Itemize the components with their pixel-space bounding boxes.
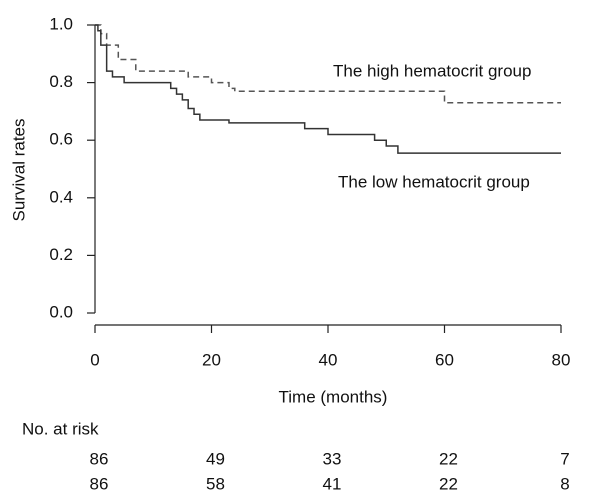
x-tick-label: 0	[90, 350, 99, 369]
x-tick-label: 20	[202, 350, 221, 369]
y-tick-label: 0.8	[49, 72, 73, 91]
survival-curve	[95, 24, 561, 104]
risk-count: 86	[90, 474, 109, 493]
y-axis-label: Survival rates	[9, 119, 28, 222]
x-tick-label: 40	[319, 350, 338, 369]
x-tick-label: 60	[435, 350, 454, 369]
y-tick-label: 0.0	[49, 302, 73, 321]
risk-count: 86	[90, 449, 109, 468]
risk-count: 49	[206, 449, 225, 468]
y-tick-label: 0.2	[49, 245, 73, 264]
y-tick-label: 0.6	[49, 130, 73, 149]
y-tick-label: 0.4	[49, 187, 73, 206]
risk-count: 22	[439, 449, 458, 468]
series-label: The low hematocrit group	[338, 172, 530, 191]
y-tick-label: 1.0	[49, 14, 73, 33]
x-axis-label: Time (months)	[279, 387, 388, 406]
risk-count: 33	[323, 449, 342, 468]
survival-curve	[95, 24, 561, 154]
risk-count: 41	[323, 474, 342, 493]
risk-count: 22	[439, 474, 458, 493]
series-label: The high hematocrit group	[333, 61, 531, 80]
risk-count: 7	[560, 449, 569, 468]
risk-table-title: No. at risk	[22, 419, 99, 438]
x-tick-label: 80	[552, 350, 571, 369]
risk-count: 58	[206, 474, 225, 493]
risk-count: 8	[560, 474, 569, 493]
